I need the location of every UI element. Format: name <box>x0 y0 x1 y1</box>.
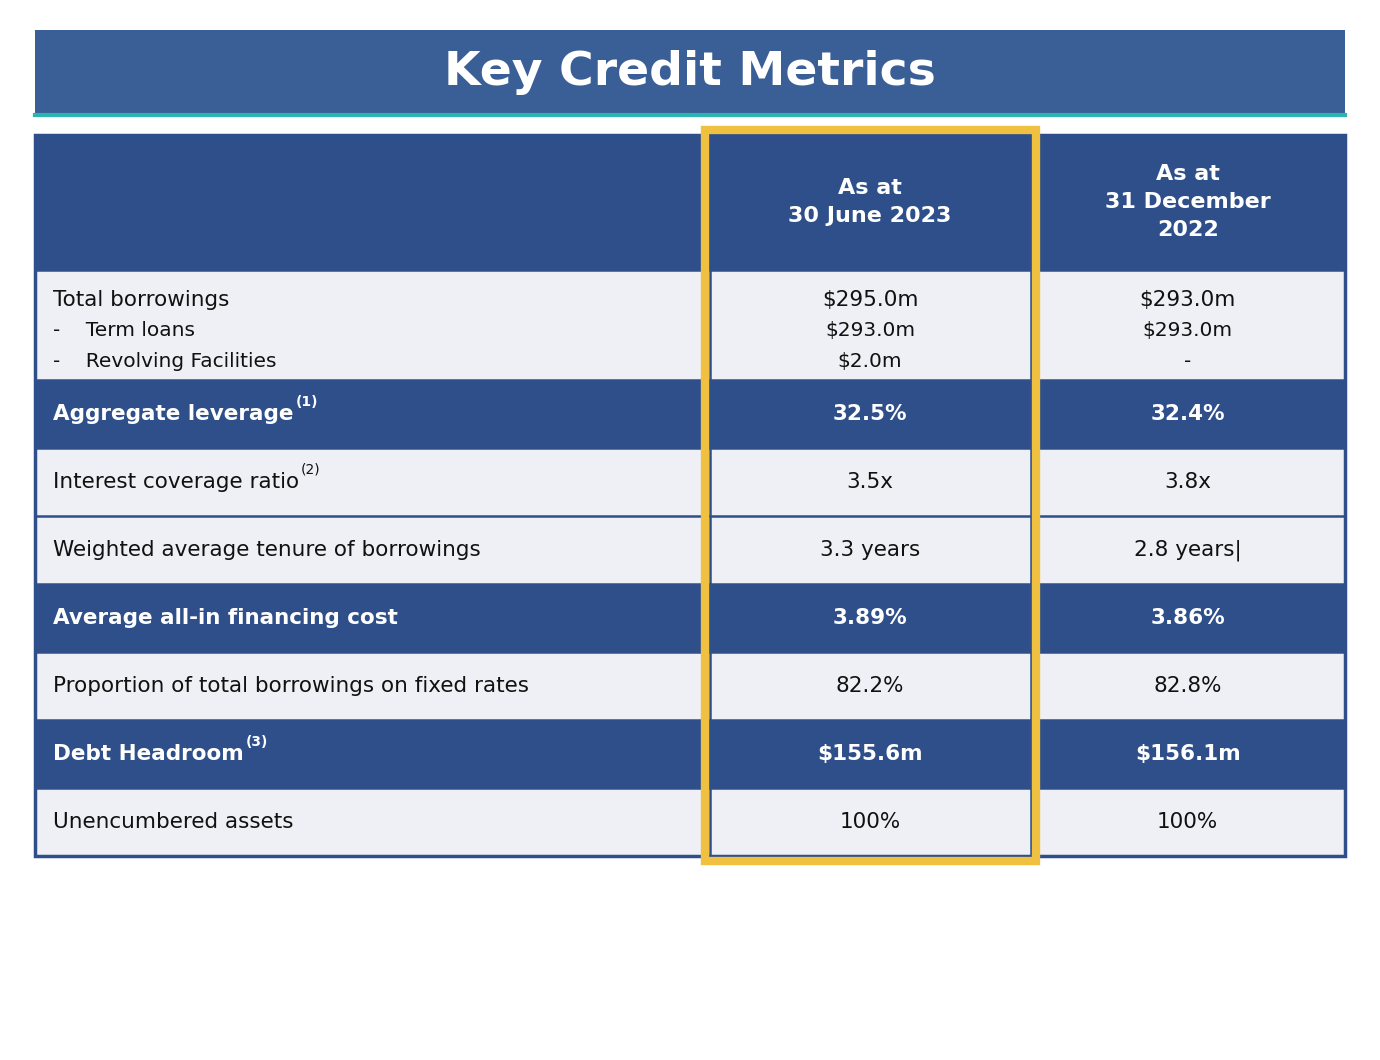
FancyBboxPatch shape <box>34 652 1346 720</box>
FancyBboxPatch shape <box>34 135 1346 270</box>
Text: 3.86%: 3.86% <box>1151 608 1225 628</box>
Text: 82.8%: 82.8% <box>1154 676 1223 696</box>
FancyBboxPatch shape <box>34 516 1346 584</box>
Text: $293.0m: $293.0m <box>1143 321 1232 340</box>
FancyBboxPatch shape <box>34 270 1346 379</box>
Text: 2.8 years|: 2.8 years| <box>1134 540 1242 561</box>
FancyBboxPatch shape <box>34 448 1346 516</box>
Text: $156.1m: $156.1m <box>1134 744 1241 764</box>
Text: 32.5%: 32.5% <box>834 404 908 424</box>
Text: (2): (2) <box>301 463 320 477</box>
Text: $295.0m: $295.0m <box>822 289 918 310</box>
Text: -: - <box>1184 352 1191 371</box>
Text: -    Term loans: - Term loans <box>52 321 195 340</box>
Text: 3.5x: 3.5x <box>846 472 894 492</box>
Text: $293.0m: $293.0m <box>1140 289 1236 310</box>
Text: 3.3 years: 3.3 years <box>820 540 920 560</box>
Text: Proportion of total borrowings on fixed rates: Proportion of total borrowings on fixed … <box>52 676 529 696</box>
Text: Total borrowings: Total borrowings <box>52 289 229 310</box>
Text: As at
30 June 2023: As at 30 June 2023 <box>788 178 952 227</box>
Text: Weighted average tenure of borrowings: Weighted average tenure of borrowings <box>52 540 480 560</box>
Text: As at
31 December
2022: As at 31 December 2022 <box>1105 164 1271 241</box>
Text: 32.4%: 32.4% <box>1151 404 1225 424</box>
Text: 100%: 100% <box>1158 812 1219 832</box>
Text: Average all-in financing cost: Average all-in financing cost <box>52 608 397 628</box>
Text: $2.0m: $2.0m <box>838 352 903 371</box>
FancyBboxPatch shape <box>34 788 1346 856</box>
FancyBboxPatch shape <box>34 584 1346 652</box>
Text: Unencumbered assets: Unencumbered assets <box>52 812 294 832</box>
Text: Key Credit Metrics: Key Credit Metrics <box>444 50 936 95</box>
Text: 3.8x: 3.8x <box>1165 472 1212 492</box>
FancyBboxPatch shape <box>34 720 1346 788</box>
Text: (1): (1) <box>295 394 317 409</box>
Text: Aggregate leverage: Aggregate leverage <box>52 404 294 424</box>
Text: (3): (3) <box>246 735 268 748</box>
Text: $293.0m: $293.0m <box>825 321 915 340</box>
Text: Debt Headroom: Debt Headroom <box>52 744 244 764</box>
FancyBboxPatch shape <box>34 30 1346 114</box>
Text: 100%: 100% <box>839 812 901 832</box>
Text: Interest coverage ratio: Interest coverage ratio <box>52 472 299 492</box>
Text: -    Revolving Facilities: - Revolving Facilities <box>52 352 276 371</box>
FancyBboxPatch shape <box>34 379 1346 448</box>
Text: 82.2%: 82.2% <box>836 676 904 696</box>
Text: 3.89%: 3.89% <box>832 608 908 628</box>
Text: $155.6m: $155.6m <box>817 744 923 764</box>
